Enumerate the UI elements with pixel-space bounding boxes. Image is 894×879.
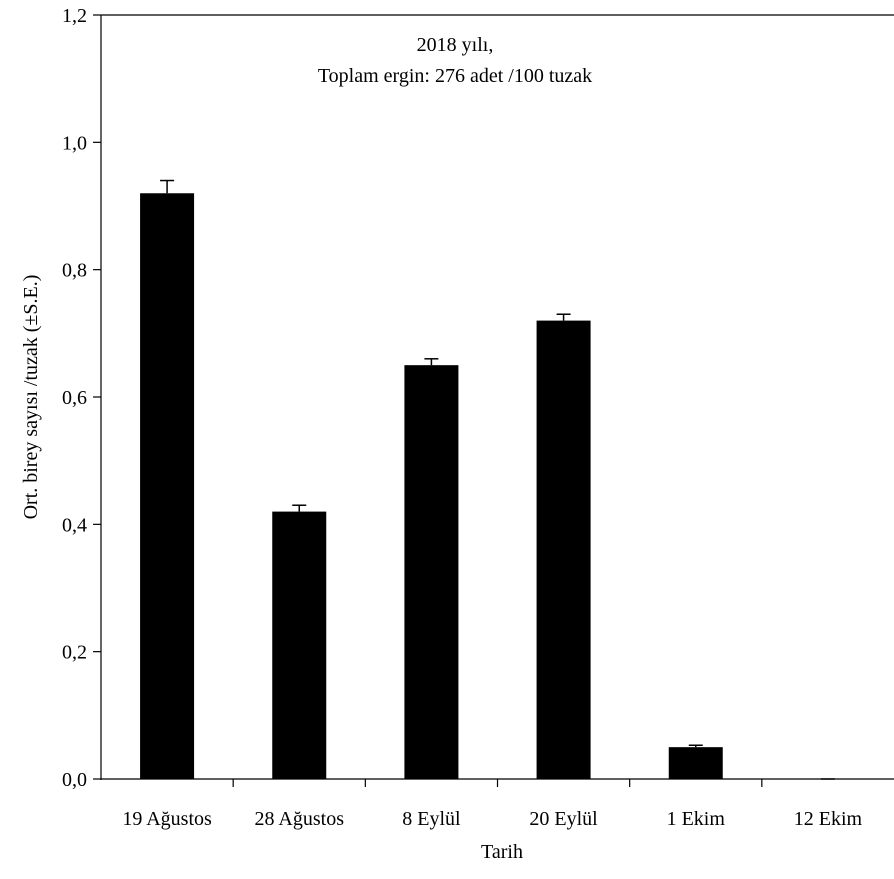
y-tick-label: 0,0 (62, 769, 87, 791)
x-tick-label: 8 Eylül (402, 808, 461, 830)
error-bar (556, 313, 571, 321)
error-bar (160, 179, 175, 194)
y-tick-label: 0,8 (62, 260, 87, 282)
bar (668, 747, 723, 779)
x-tick-label: 20 Eylül (529, 808, 598, 830)
x-tick-label: 28 Ağustos (255, 808, 345, 830)
y-tick-label: 0,4 (62, 514, 87, 536)
y-tick-label: 1,0 (62, 132, 87, 154)
chart-title-line2: Toplam ergin: 276 adet /100 tuzak (318, 65, 592, 87)
x-axis-label: Tarih (481, 841, 523, 863)
error-bar (424, 358, 439, 366)
error-bar (292, 504, 307, 512)
bar (536, 320, 591, 779)
y-axis-ticks: 0,0 0,2 0,4 0,6 0,8 1,0 1,2 (62, 5, 101, 791)
bar (272, 511, 327, 779)
bar (140, 193, 195, 779)
x-axis-ticks: 19 Ağustos 28 Ağustos 8 Eylül 20 Eylül 1 Eki… (122, 779, 863, 830)
error-bar (688, 744, 703, 748)
bars-layer (140, 193, 723, 779)
x-tick-label: 12 Ekim (794, 808, 863, 830)
bar (404, 365, 459, 779)
y-tick-label: 1,2 (62, 5, 87, 27)
x-tick-label: 1 Ekim (667, 808, 726, 830)
y-tick-label: 0,6 (62, 387, 87, 409)
x-tick-label: 19 Ağustos (122, 808, 212, 830)
y-axis-label: Ort. birey sayısı /tuzak (±S.E.) (20, 275, 42, 520)
y-tick-label: 0,2 (62, 642, 87, 664)
chart-title-line1: 2018 yılı, (417, 34, 494, 56)
